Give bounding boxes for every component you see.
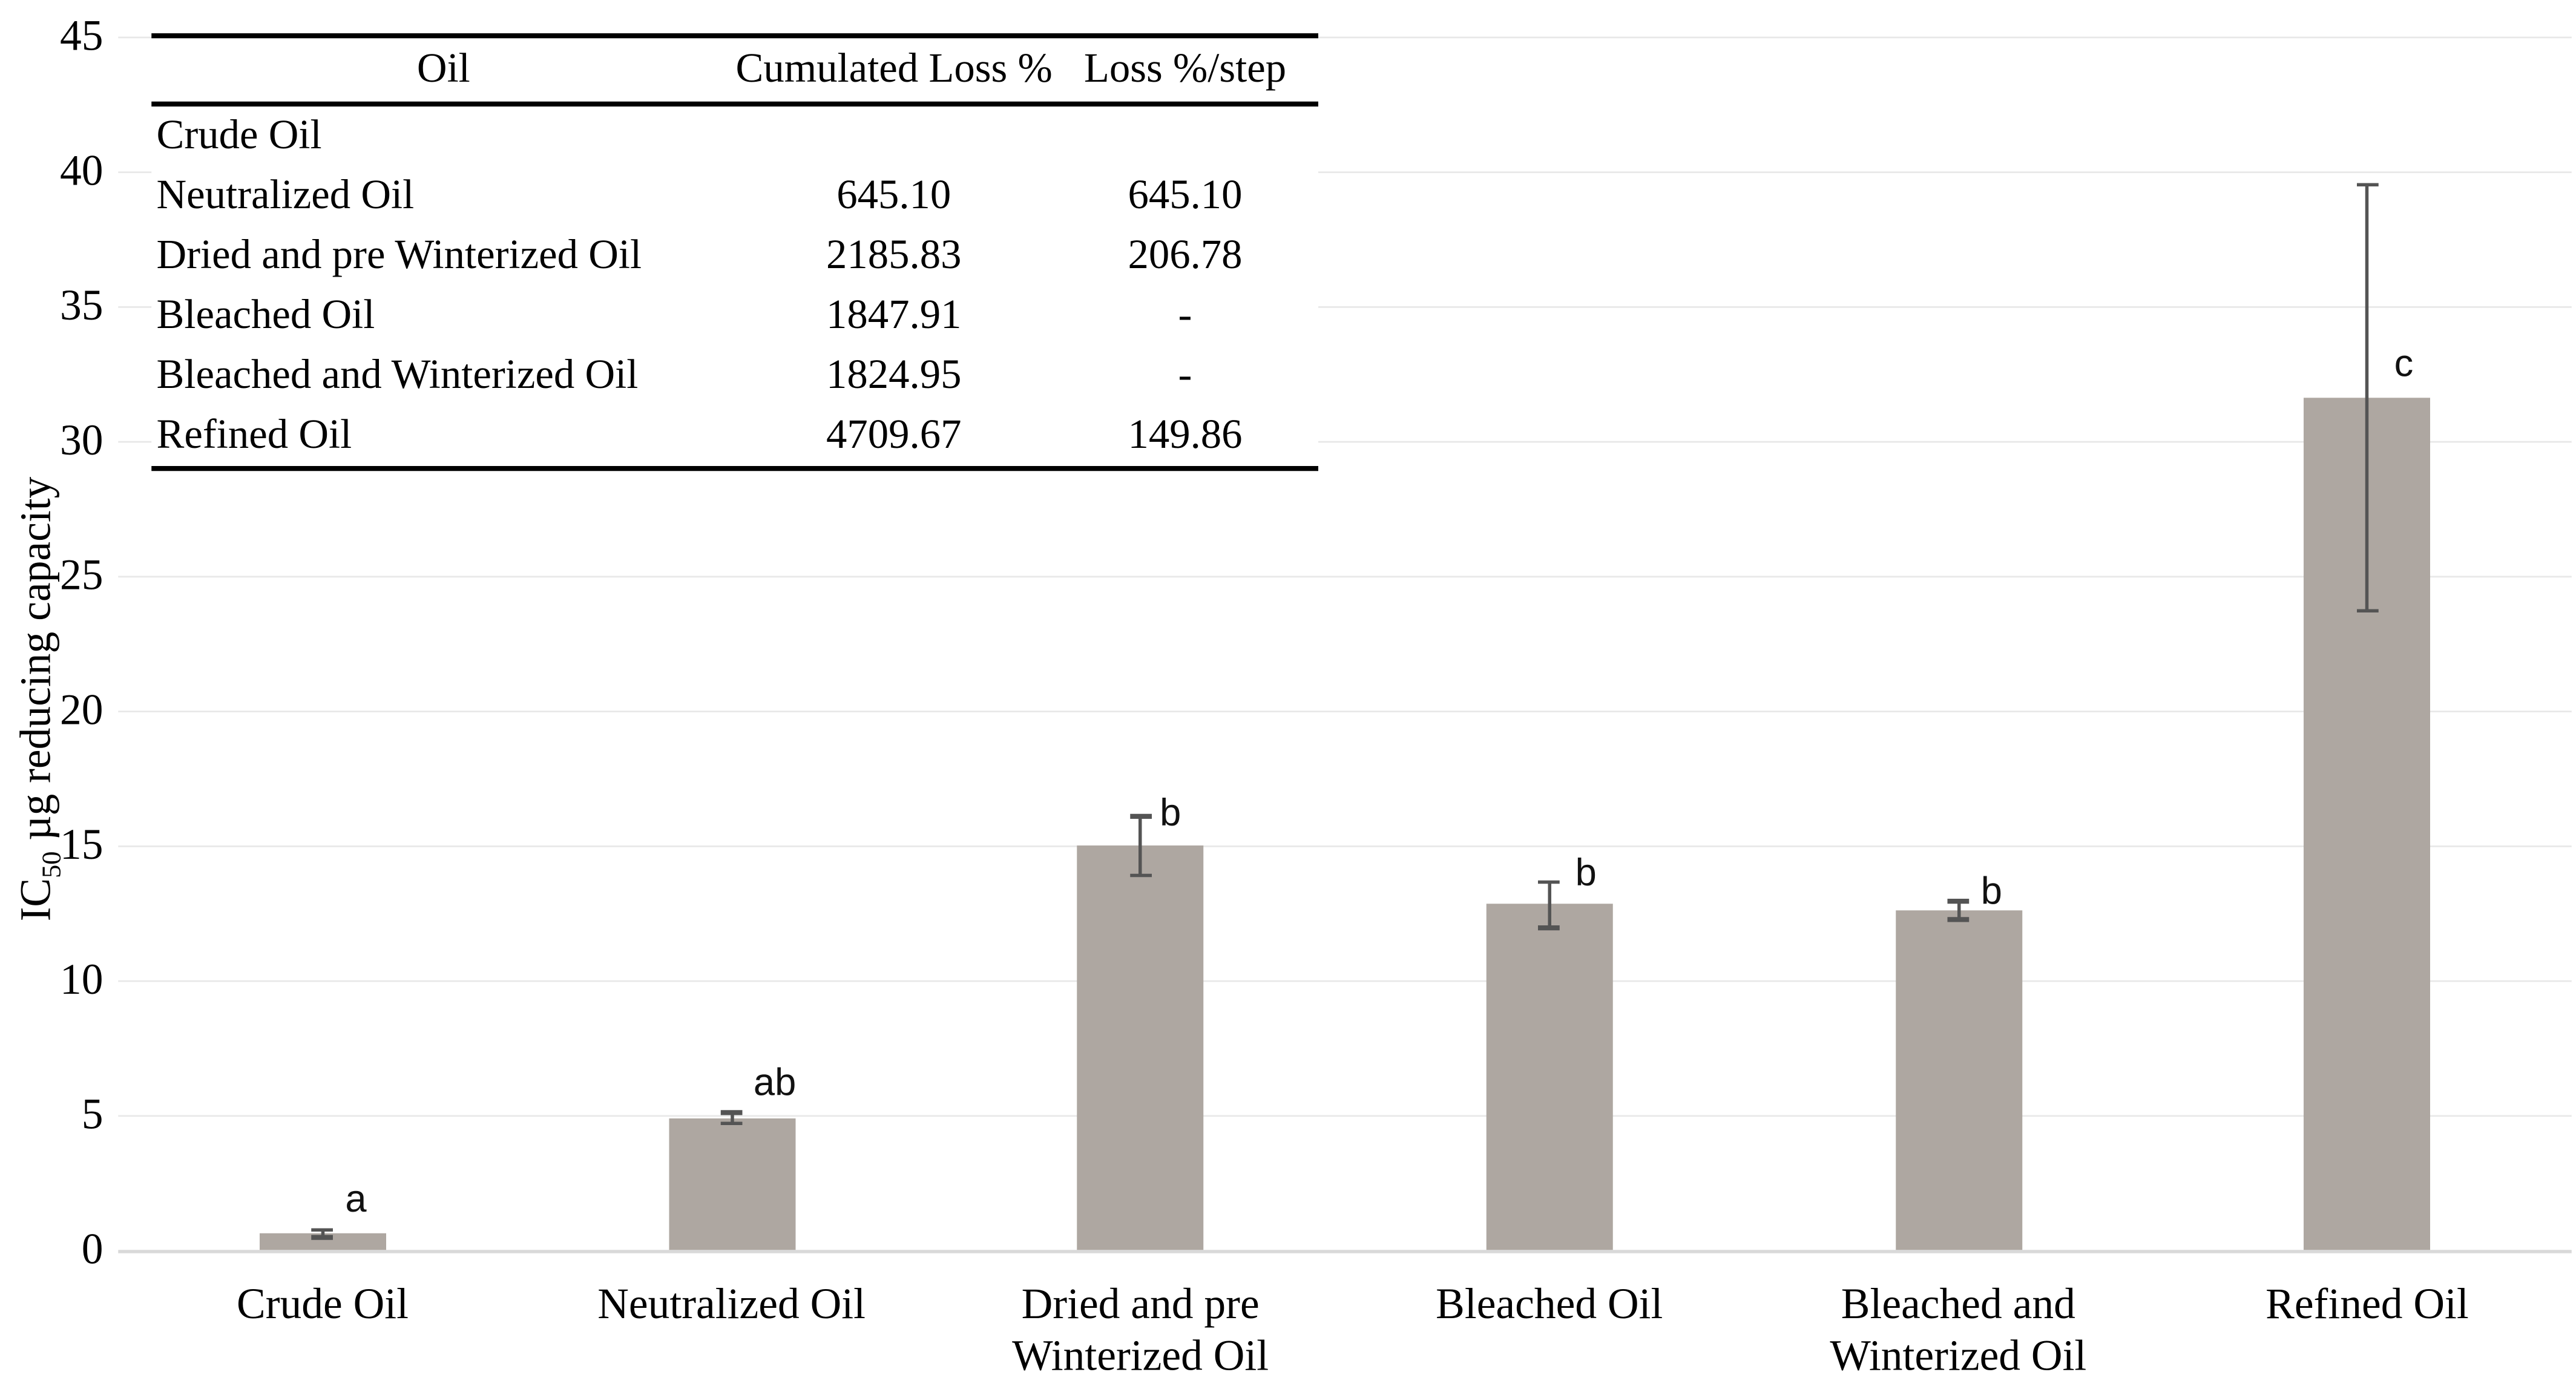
x-label-line: Bleached and [1841, 1279, 2075, 1328]
x-label-refined-oil: Refined Oil [2163, 1278, 2572, 1330]
error-bar-bleached-oil [1548, 881, 1551, 928]
x-axis-line [118, 1250, 2572, 1253]
table-cell-value: 1847.91 [826, 293, 962, 338]
error-bar-cap-bottom-refined-oil [2356, 608, 2378, 613]
gridline-45 [118, 36, 2572, 38]
table-row-crude-oil: Crude Oil [151, 104, 1318, 166]
error-bar-cap-bottom-bleached-and-winterized-oil [1947, 917, 1970, 922]
y-tick-label-20: 20 [60, 685, 104, 734]
y-axis-title-prefix: IC [12, 878, 60, 922]
error-bar-cap-bottom-bleached-oil [1538, 925, 1560, 930]
gridline-40 [118, 171, 2572, 172]
table-cell-value: 4709.67 [826, 413, 962, 458]
table-cell-value [736, 104, 1053, 166]
table-cell-value: 645.10 [836, 173, 951, 218]
bar-dried-and-pre-winterized-oil [1077, 845, 1204, 1250]
y-tick-label-45: 45 [60, 10, 104, 59]
loss-table-overlay: Oil Cumulated Loss % Loss %/step Crude Oil… [151, 33, 1318, 471]
x-label-dried-and-pre-winterized-oil: Dried and pre Winterized Oil [936, 1278, 1345, 1382]
table-cell-oil-name: Neutralized Oil [156, 173, 415, 218]
table-row-dried-and-pre-winterized-oil: Dried and pre Winterized Oil 2185.83 206.7… [151, 226, 1318, 286]
gridline-25 [118, 575, 2572, 577]
significance-letter-dried-and-pre-winterized-oil: b [1160, 791, 1181, 835]
significance-letter-neutralized-oil: ab [753, 1061, 797, 1105]
table-cell-value: 149.86 [1128, 413, 1243, 458]
x-label-line: Winterized Oil [1012, 1331, 1269, 1380]
table-row-bleached-and-winterized-oil: Bleached and Winterized Oil 1824.95 - [151, 346, 1318, 406]
table-cell-value [1052, 104, 1318, 166]
y-tick-label-15: 15 [60, 820, 104, 869]
error-bar-dried-and-pre-winterized-oil [1138, 815, 1142, 875]
bar-bleached-and-winterized-oil [1894, 910, 2022, 1250]
x-label-line: Refined Oil [2266, 1279, 2469, 1328]
gridline-15 [118, 845, 2572, 847]
gridline-30 [118, 440, 2572, 442]
x-label-bleached-oil: Bleached Oil [1345, 1278, 1754, 1330]
error-bar-cap-top-neutralized-oil [720, 1111, 743, 1115]
table-row-refined-oil: Refined Oil 4709.67 149.86 [151, 406, 1318, 468]
table-cell-oil-name: Dried and pre Winterized Oil [156, 233, 642, 278]
x-label-line: Dried and pre [1021, 1279, 1260, 1328]
table-cell-value: 2185.83 [826, 233, 962, 278]
table-cell-oil-name: Bleached and Winterized Oil [156, 353, 639, 398]
significance-letter-bleached-and-winterized-oil: b [1980, 869, 2002, 913]
significance-letter-bleached-oil: b [1575, 850, 1597, 894]
gridline-5 [118, 1115, 2572, 1117]
x-label-line: Bleached Oil [1436, 1279, 1663, 1328]
table-cell-value: - [1178, 353, 1192, 398]
x-label-neutralized-oil: Neutralized Oil [527, 1278, 936, 1330]
table-cell-oil-name: Bleached Oil [156, 293, 375, 338]
error-bar-cap-top-bleached-oil [1538, 879, 1560, 884]
x-label-line: Neutralized Oil [597, 1279, 866, 1328]
x-label-line: Winterized Oil [1830, 1331, 2087, 1380]
significance-letter-crude-oil: a [345, 1177, 367, 1221]
y-tick-label-30: 30 [60, 415, 104, 464]
error-bar-cap-bottom-dried-and-pre-winterized-oil [1129, 873, 1152, 878]
x-label-bleached-and-winterized-oil: Bleached and Winterized Oil [1754, 1278, 2163, 1382]
loss-table-body: Crude Oil Neutralized Oil 645.10 645.10 Drie… [151, 104, 1318, 469]
gridline-10 [118, 980, 2572, 982]
bar-bleached-oil [1486, 904, 1613, 1250]
table-cell-value: 645.10 [1128, 173, 1243, 218]
table-cell-oil-name: Refined Oil [156, 413, 352, 458]
bar-neutralized-oil [668, 1117, 795, 1250]
table-cell-oil-name: Crude Oil [156, 113, 322, 159]
error-bar-bleached-and-winterized-oil [1956, 900, 1960, 920]
table-cell-value: - [1178, 293, 1192, 338]
y-tick-label-35: 35 [60, 280, 104, 329]
y-tick-label-40: 40 [60, 145, 104, 194]
x-label-line: Crude Oil [237, 1279, 409, 1328]
y-tick-label-25: 25 [60, 550, 104, 599]
error-bar-cap-top-crude-oil [312, 1228, 334, 1232]
error-bar-refined-oil [2365, 184, 2369, 611]
gridline-20 [118, 710, 2572, 712]
error-bar-cap-bottom-neutralized-oil [720, 1121, 743, 1126]
loss-table-header: Oil Cumulated Loss % Loss %/step [151, 36, 1318, 104]
error-bar-cap-top-bleached-and-winterized-oil [1947, 899, 1970, 904]
loss-table-header-cumulated-loss: Cumulated Loss % [735, 47, 1053, 92]
y-tick-label-10: 10 [60, 955, 104, 1003]
loss-table: Oil Cumulated Loss % Loss %/step Crude Oil… [151, 33, 1318, 471]
loss-table-header-oil: Oil [416, 47, 470, 92]
y-tick-label-0: 0 [81, 1225, 104, 1273]
table-row-bleached-oil: Bleached Oil 1847.91 - [151, 286, 1318, 346]
error-bar-neutralized-oil [729, 1112, 734, 1123]
loss-table-header-loss-step: Loss %/step [1083, 47, 1287, 92]
error-bar-cap-bottom-crude-oil [312, 1235, 334, 1239]
table-row-neutralized-oil: Neutralized Oil 645.10 645.10 [151, 166, 1318, 226]
significance-letter-refined-oil: c [2394, 340, 2414, 384]
error-bar-cap-top-refined-oil [2356, 182, 2378, 187]
table-cell-value: 1824.95 [826, 353, 962, 398]
x-label-crude-oil: Crude Oil [118, 1278, 527, 1330]
gridline-35 [118, 305, 2572, 307]
y-axis-title-suffix: µg reducing capacity [12, 476, 60, 852]
error-bar-crude-oil [321, 1229, 324, 1237]
y-tick-label-5: 5 [81, 1090, 104, 1138]
table-cell-value: 206.78 [1128, 233, 1243, 278]
error-bar-cap-top-dried-and-pre-winterized-oil [1129, 813, 1152, 818]
